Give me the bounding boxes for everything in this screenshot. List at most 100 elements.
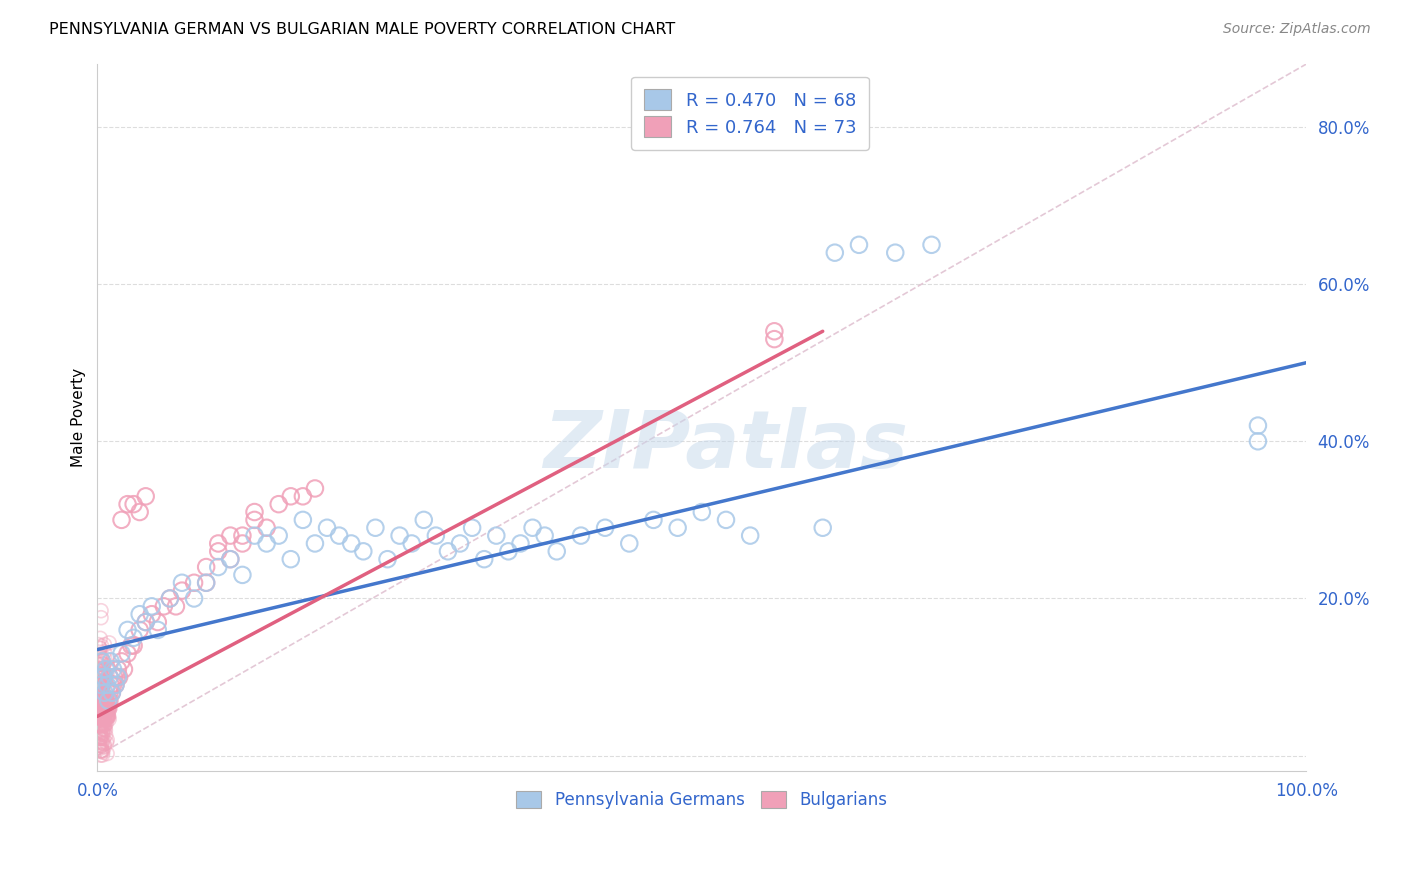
Point (219, 552, 242, 566)
Point (96, 733, 118, 747)
Point (91, 697, 114, 711)
Point (87, 687, 110, 701)
Point (110, 654, 132, 668)
Point (101, 686, 124, 700)
Point (101, 686, 124, 700)
Point (666, 521, 689, 535)
Point (93, 709, 115, 723)
Point (89, 701, 111, 715)
Point (91, 699, 114, 714)
Point (89, 700, 111, 714)
Point (231, 528, 253, 542)
Point (94, 651, 117, 665)
Point (90, 681, 112, 696)
Point (86, 711, 108, 725)
Point (93, 701, 115, 715)
Point (328, 528, 350, 542)
Point (128, 607, 150, 622)
Point (425, 528, 447, 542)
Point (110, 647, 132, 661)
Point (89, 731, 111, 745)
Point (207, 560, 229, 574)
Point (87, 712, 110, 726)
Point (90, 668, 112, 682)
Point (183, 575, 205, 590)
Point (86, 684, 108, 698)
Point (87, 691, 110, 706)
Point (437, 544, 460, 558)
Point (96, 678, 118, 692)
Point (89, 681, 111, 695)
Point (90, 692, 112, 706)
Point (87, 685, 110, 699)
Point (90, 690, 112, 704)
Point (87, 669, 110, 683)
Point (93, 691, 115, 706)
Point (100, 654, 122, 668)
Point (91, 731, 114, 746)
Point (87, 697, 110, 711)
Point (87, 714, 110, 728)
Point (91, 678, 114, 692)
Point (89, 640, 111, 655)
Point (90, 706, 112, 721)
Point (91, 727, 114, 741)
Point (96, 709, 118, 723)
Point (117, 623, 139, 637)
Point (89, 632, 111, 646)
Point (96, 684, 118, 698)
Point (97, 701, 120, 715)
Point (89, 731, 111, 746)
Point (90, 717, 112, 731)
Point (90, 669, 112, 683)
Point (89, 681, 111, 695)
Point (93, 686, 115, 700)
Point (159, 591, 181, 606)
Point (87, 712, 110, 726)
Point (94, 673, 117, 688)
Point (91, 717, 114, 731)
Point (146, 615, 169, 629)
Point (219, 528, 242, 542)
Point (93, 699, 115, 714)
Point (87, 696, 110, 710)
Point (219, 552, 242, 566)
Point (267, 497, 290, 511)
Point (90, 674, 112, 689)
Point (546, 544, 568, 558)
Point (90, 701, 112, 715)
Point (98, 686, 121, 700)
Point (848, 237, 870, 252)
Point (89, 649, 111, 664)
Point (472, 552, 495, 566)
Point (90, 693, 112, 707)
Point (93, 739, 115, 754)
Point (94, 718, 117, 732)
Point (135, 615, 157, 629)
Point (87, 717, 110, 731)
Point (96, 701, 118, 715)
Point (243, 513, 266, 527)
Point (90, 680, 112, 694)
Point (1247, 418, 1270, 433)
Point (90, 661, 112, 675)
Point (96, 681, 118, 696)
Point (89, 679, 111, 693)
Point (91, 709, 114, 723)
Point (112, 662, 135, 676)
Point (96, 688, 118, 702)
Point (91, 665, 114, 679)
Point (89, 671, 111, 685)
Point (170, 583, 193, 598)
Point (87, 721, 110, 735)
Point (97, 698, 120, 713)
Point (94, 695, 117, 709)
Point (94, 693, 117, 707)
Point (87, 657, 110, 671)
Point (91, 723, 114, 737)
Point (91, 725, 114, 739)
Point (90, 736, 112, 750)
Point (93, 701, 115, 715)
Point (91, 699, 114, 714)
Point (89, 655, 111, 669)
